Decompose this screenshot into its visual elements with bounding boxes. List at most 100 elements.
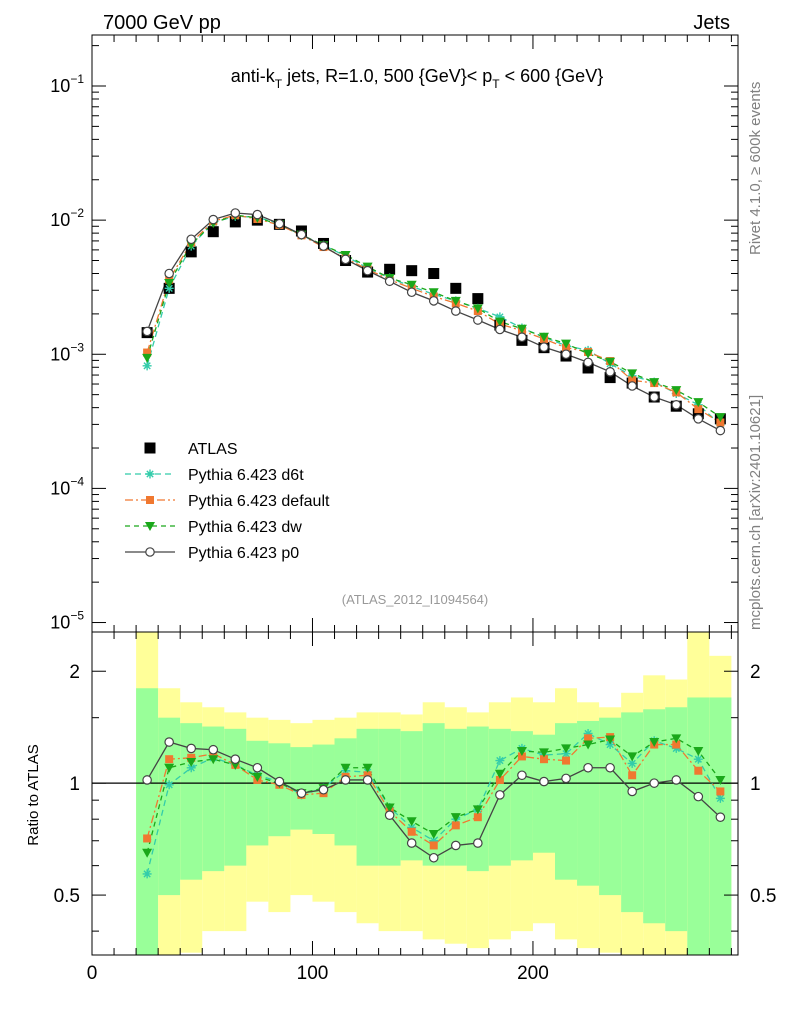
ratio-data-point [693,791,704,802]
ratio-data-point [406,817,417,827]
y-tick-label: 10−1 [50,72,84,96]
legend-label: ATLAS [188,441,238,458]
y-tick-label: 10−2 [50,206,84,230]
ratio-data-point [384,810,395,821]
data-point [164,268,174,279]
data-point [649,392,660,402]
ratio-data-point [628,771,637,780]
ratio-data-point [318,784,329,795]
ratio-data-point [429,836,439,846]
data-point [450,282,462,294]
ratio-y-tick-label-right: 0.5 [750,886,776,907]
data-point [230,208,241,218]
header-right: Jets [693,12,730,34]
uncertainty-band-green [136,688,159,955]
ratio-data-point [539,776,549,787]
y-tick-label: 10−5 [50,609,84,633]
ratio-data-point [584,734,593,743]
ratio-data-point [142,775,152,785]
ratio-data-point [164,780,174,790]
legend-marker [146,496,154,504]
data-point [164,278,175,288]
uncertainty-band-green [378,728,401,866]
ratio-series-line [146,736,721,847]
chart-title: anti-kT jets, R=1.0, 500 {GeV}< pT < 600… [231,66,603,91]
ratio-data-point [451,821,460,830]
data-point [406,280,417,290]
uncertainty-band-green [356,728,379,866]
ratio-y-tick-label-right: 2 [750,662,761,683]
data-point [340,254,351,265]
ratio-data-point [340,775,351,785]
ratio-data-point [362,763,373,773]
legend-label: Pythia 6.423 default [188,493,330,510]
ratio-data-point [143,834,152,843]
ratio-data-point [671,734,682,744]
ratio-data-point [186,763,196,773]
data-point [495,324,505,335]
rivet-label: Rivet 4.1.0, ≥ 600k events [747,82,764,255]
data-point [384,263,396,275]
ratio-data-point [517,752,526,761]
data-point [715,425,726,436]
ratio-data-point [450,840,461,851]
legend-marker [145,522,155,531]
data-point [450,306,461,316]
data-point [516,324,527,334]
ratio-data-point [428,852,439,863]
data-point [628,376,637,385]
data-point [428,268,440,280]
analysis-tag: (ATLAS_2012_I1094564) [342,592,488,607]
uncertainty-band-green [621,712,644,913]
ratio-data-point [473,838,483,848]
legend-label: Pythia 6.423 d6t [188,467,304,484]
data-point [693,398,704,408]
ratio-data-point [495,756,505,766]
ratio-y-tick-label: 0.5 [54,886,80,907]
uncertainty-band-green [334,738,357,846]
data-point [229,216,241,228]
legend: ATLAS Pythia 6.423 d6t Pythia 6.423 defaul… [125,441,330,562]
uncertainty-band-green [180,723,203,880]
uncertainty-band-green [532,734,556,853]
main-frame [91,34,739,633]
data-point [539,342,549,352]
main-panel: 10−1 10−2 10−3 10−4 10−5 anti-kT jets, R=1.0… [50,34,739,633]
data-point [715,413,726,423]
data-point [692,408,704,420]
ratio-data-point [230,754,241,764]
data-point [142,353,153,363]
data-point [207,226,219,238]
data-point [406,287,417,298]
ratio-data-point [165,755,174,764]
series-line [146,215,721,425]
data-point [164,283,174,293]
ratio-data-point [561,744,572,754]
mcplots-label: mcplots.cern.ch [arXiv:2401.10621] [747,395,764,630]
data-point [604,372,616,384]
ratio-data-point [715,793,725,803]
ratio-data-point [672,740,681,749]
ratio-data-point [274,776,285,787]
ratio-data-point [649,778,660,788]
data-point [384,276,395,287]
data-point [538,332,549,342]
ratio-data-point [694,766,703,775]
ratio-data-point [208,755,219,765]
ratio-data-point [208,744,219,755]
data-point [649,378,660,388]
ratio-data-point [605,762,615,773]
uncertainty-band-green [510,731,533,861]
x-tick-label: 0 [87,963,98,984]
ratio-data-point [583,740,594,750]
ratio-data-point [252,762,263,773]
uncertainty-band-green [599,717,622,896]
ratio-data-point [561,749,571,759]
ratio-frame [91,631,739,956]
ratio-data-point [450,813,461,823]
uncertainty-band-green [444,728,467,866]
ratio-data-point [472,805,483,815]
ratio-data-point [142,869,152,879]
data-point [472,304,483,314]
ratio-data-point [296,788,307,798]
